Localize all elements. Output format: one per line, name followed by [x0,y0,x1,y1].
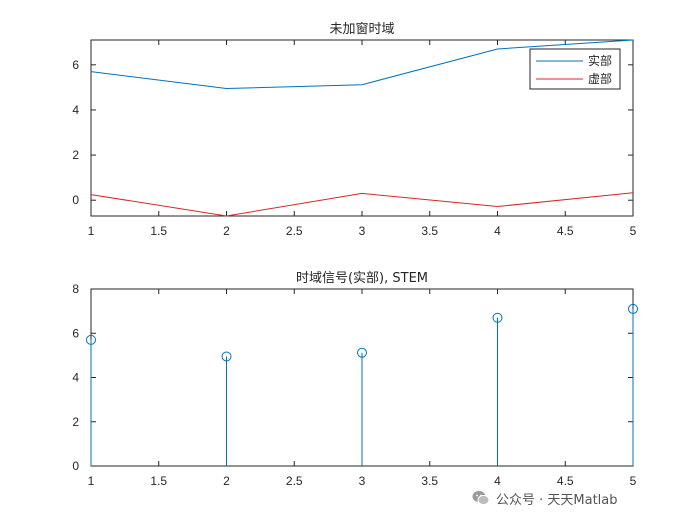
y-tick-label: 0 [72,459,79,473]
y-tick-label: 0 [72,193,79,207]
wechat-icon [472,491,490,506]
x-tick-label: 1.5 [150,474,167,488]
chart-title-top: 未加窗时域 [329,21,394,37]
x-tick-label: 4 [494,474,501,488]
x-tick-label: 2 [223,224,230,238]
stem-marker [492,312,503,323]
watermark: 公众号 · 天天Matlab [472,486,618,510]
watermark-text: 公众号 · 天天Matlab [496,492,618,508]
legend-label-real: 实部 [588,53,612,68]
stem-marker [357,347,367,358]
x-tick-label: 3 [359,224,366,238]
series-line-imag [90,192,634,217]
x-tick-label: 4 [494,224,501,238]
y-tick-label: 4 [72,103,79,117]
y-tick-label: 2 [72,415,79,429]
y-tick-label: 2 [72,148,79,162]
y-tick-label: 6 [72,326,79,340]
x-tick-label: 1 [88,474,95,488]
axes-top: 未加窗时域 1 1.5 2 2.5 3 3.5 4 4.5 5 0 2 4 6 实部 虚部 [72,21,636,238]
x-tick-label: 5 [630,474,637,488]
series-top [90,39,634,217]
x-tick-label: 1 [88,224,95,238]
chart-title-bottom: 时域信号(实部), STEM [296,271,428,286]
series-bottom [86,303,638,466]
x-tick-label: 2.5 [286,474,303,488]
x-tick-label: 1.5 [150,224,167,238]
x-tick-label: 4.5 [557,474,574,488]
y-tick-label: 4 [72,371,79,385]
stem-marker [221,351,232,362]
x-tick-label: 2 [223,474,230,488]
x-tick-label: 3.5 [421,474,438,488]
series-line-real [90,39,634,90]
x-tick-label: 3 [359,474,366,488]
y-tick-label: 6 [72,58,79,72]
ticks-top: 1 1.5 2 2.5 3 3.5 4 4.5 5 0 2 4 6 [72,40,637,238]
legend: 实部 虚部 [529,48,621,90]
x-tick-label: 4.5 [557,224,574,238]
legend-label-imag: 虚部 [588,71,612,86]
x-tick-label: 5 [630,224,637,238]
x-tick-label: 2.5 [286,224,303,238]
legend-box [529,48,621,90]
stem-marker [628,303,638,314]
axes-bottom: 时域信号(实部), STEM 1 1.5 2 2.5 3 3.5 4 4.5 5 0 2 4 6 8 [72,271,638,488]
y-tick-label: 8 [72,282,79,296]
x-tick-label: 3.5 [421,224,438,238]
stem-marker [86,334,96,345]
